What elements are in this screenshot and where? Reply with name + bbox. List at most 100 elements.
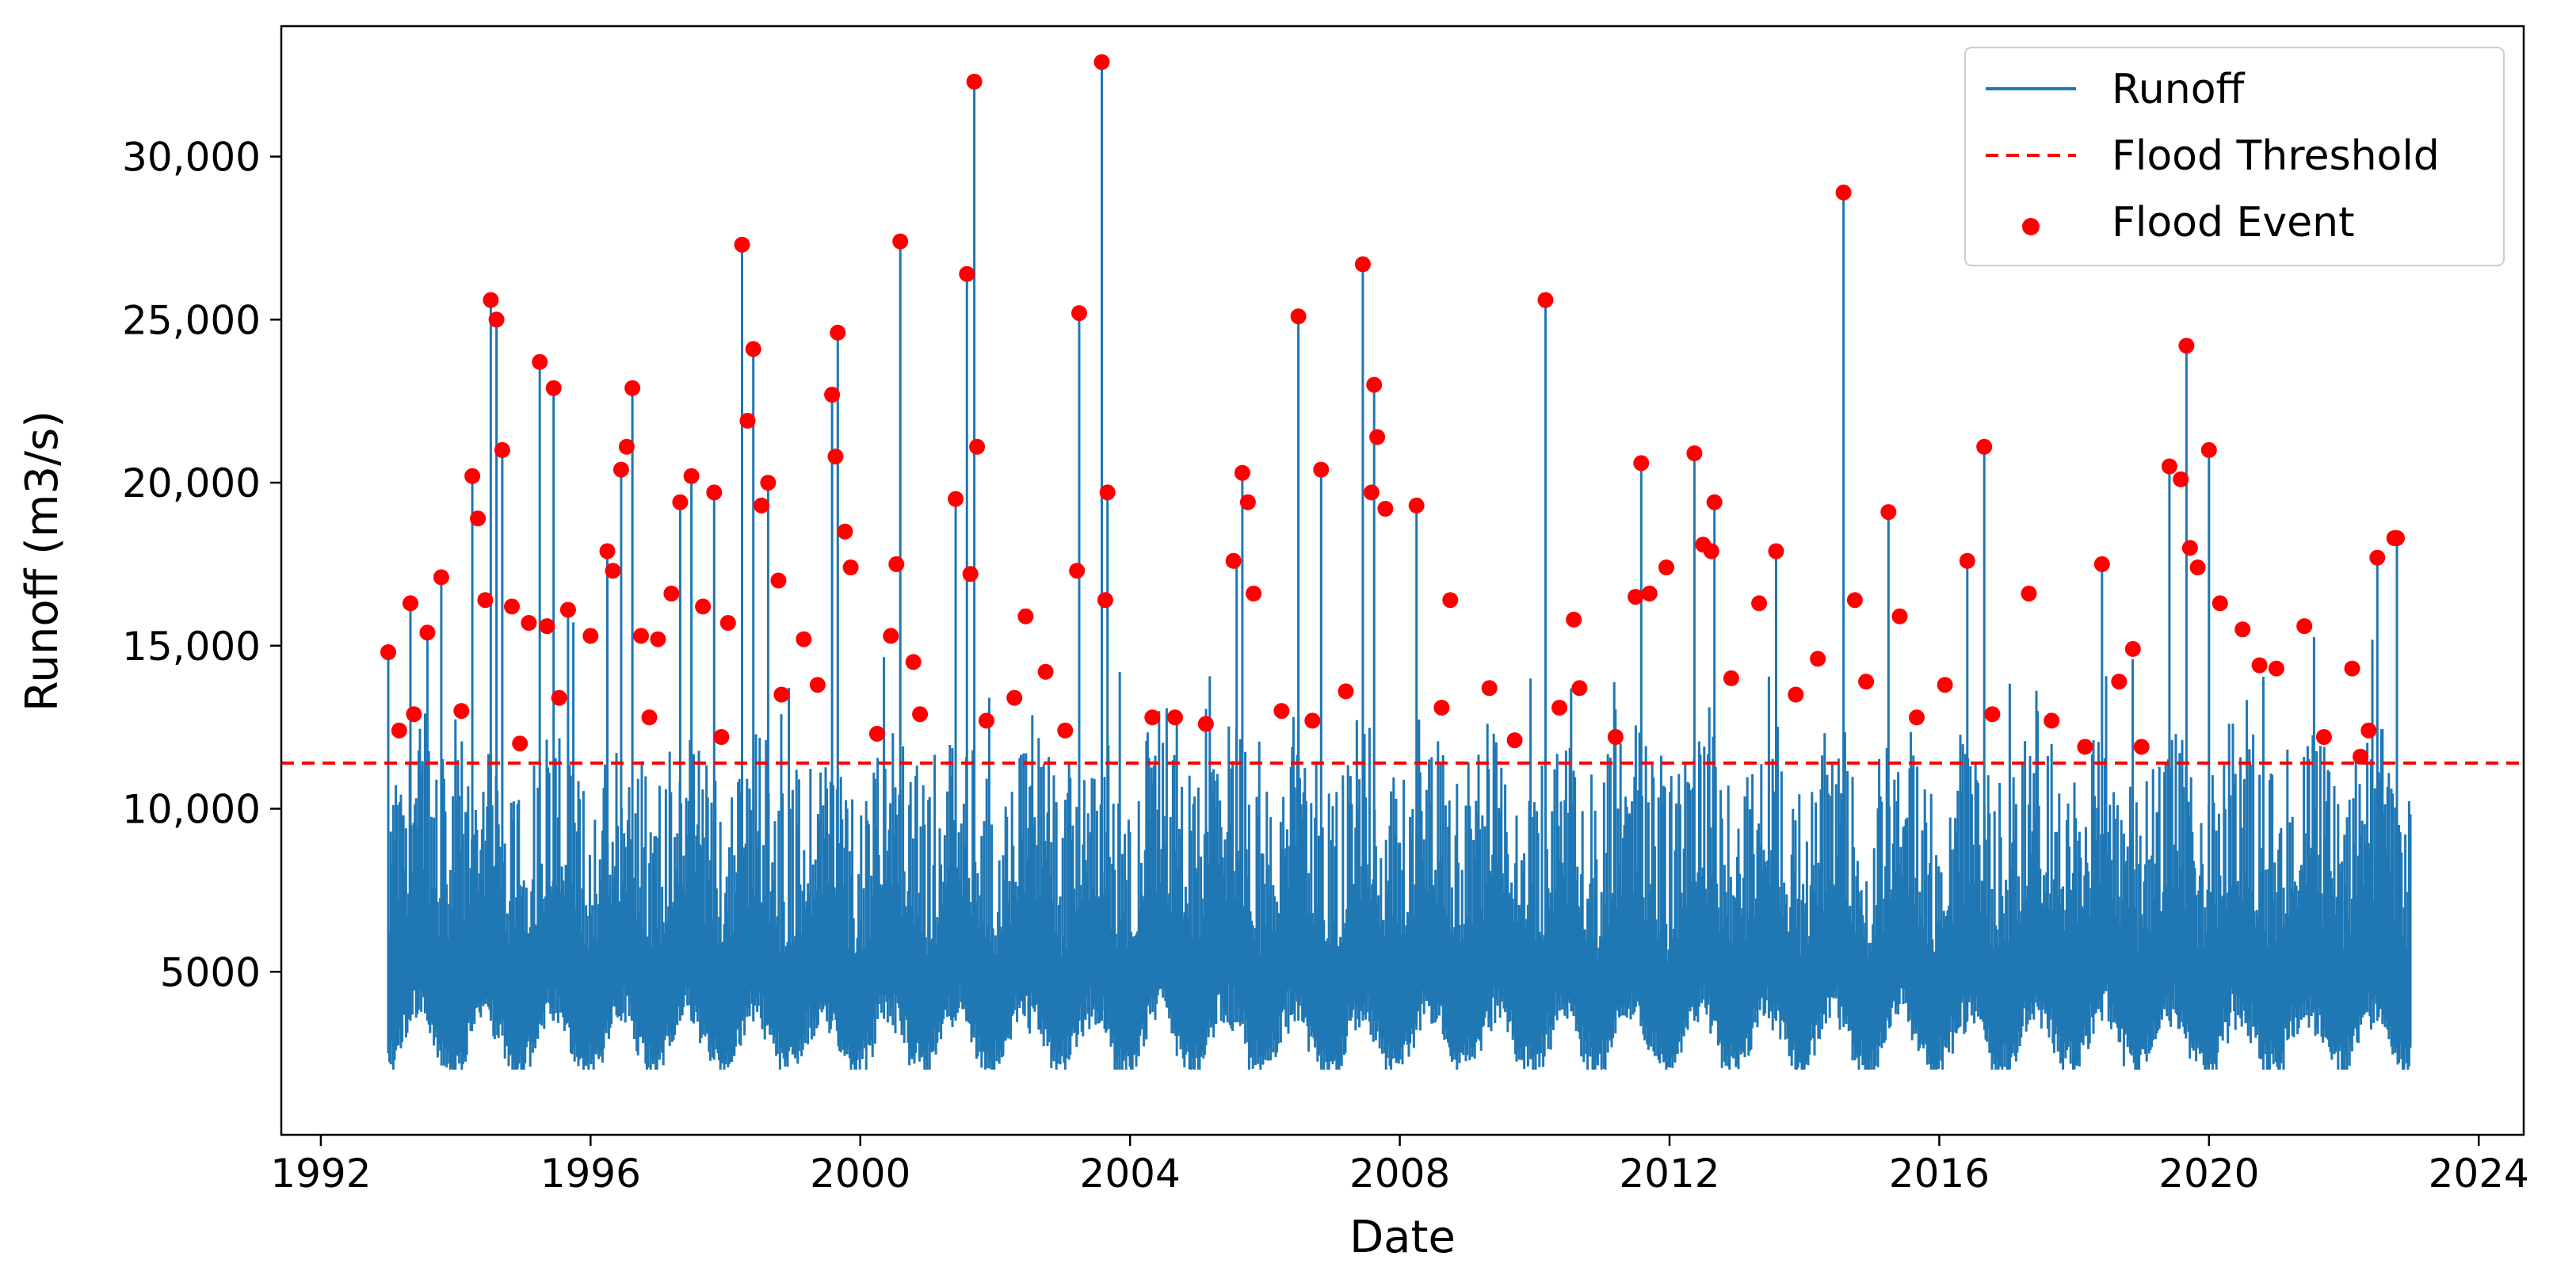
x-axis-title: Date [1349,1212,1456,1263]
flood-event-point [683,468,700,484]
flood-event-point [1234,464,1250,481]
flood-event-point [2181,540,2198,556]
flood-event-point [2353,748,2368,765]
flood-event-point [1144,709,1161,726]
flood-event-point [2344,660,2360,677]
x-tick-label: 1992 [270,1151,371,1197]
flood-event-point [969,438,986,455]
flood-event-point [966,74,983,90]
legend-flood-threshold-label: Flood Threshold [2112,132,2440,180]
flood-event-point [618,438,635,455]
flood-event-point [2093,556,2110,572]
flood-event-point [672,494,689,510]
flood-event-point [827,449,844,465]
flood-event-point [1290,308,1307,325]
flood-event-point [1751,595,1768,612]
flood-event-point [1858,674,1875,690]
flood-event-point [719,615,736,631]
flood-event-point [2133,739,2150,755]
flood-event-point [837,523,853,540]
y-tick-label: 15,000 [122,624,261,670]
flood-event-point [1069,563,1086,579]
x-tick-label: 2024 [2429,1151,2529,1197]
flood-event-point [1408,497,1425,514]
flood-event-point [380,644,396,660]
flood-event-point [2124,640,2141,657]
flood-event-point [754,497,769,514]
flood-event-point [1641,586,1658,601]
flood-event-point [796,631,812,647]
flood-event-point [1706,494,1723,510]
flood-event-point [809,677,826,693]
legend: Runoff Flood Threshold Flood Event [1964,47,2505,266]
flood-event-point [453,703,470,720]
flood-event-point [2021,586,2037,601]
flood-event-point [1703,543,1719,559]
flood-event-point [1377,501,1394,517]
flood-event-point [2251,657,2268,674]
flood-event-point [1057,722,1074,739]
flood-event-point [1835,184,1852,200]
flood-event-point [2360,722,2377,739]
flood-event-point [912,706,929,723]
flood-event-point [1633,455,1650,472]
flood-event-point [633,628,649,644]
flood-event-point [1225,552,1242,569]
flood-event-point [1551,700,1567,716]
x-tick-label: 2008 [1349,1151,1450,1197]
flood-event-point [599,543,616,559]
flood-event-point [1097,592,1113,609]
y-tick-label: 10,000 [122,787,261,833]
flood-event-point [504,598,520,615]
flood-event-point [824,387,841,403]
flood-event-point [2389,530,2405,546]
flood-event-point [605,563,621,579]
flood-event-point [613,461,629,478]
flood-event-point [483,292,499,308]
flood-event-point [713,729,730,745]
x-tick-label: 2012 [1619,1151,1719,1197]
flood-event-point [1354,256,1371,273]
flood-event-point [2212,595,2228,612]
flood-event-point [1304,712,1321,729]
flood-event-point [2296,618,2313,635]
flood-event-point [545,380,562,396]
flood-event-point [650,631,666,647]
flood-event-point [888,556,905,572]
flood-event-point [706,484,723,501]
flood-event-point [1607,729,1624,745]
flood-event-point [1566,611,1582,628]
flood-event-point [1099,484,1116,501]
flood-event-point [2315,729,2332,745]
flood-event-point [1891,608,1908,624]
flood-event-point [1006,689,1023,706]
flood-event-point [1166,709,1183,726]
y-tick-label: 5000 [160,949,261,995]
flood-event-point [2200,441,2217,458]
flood-event-point [641,709,658,726]
legend-box [1964,47,2505,266]
flood-event-point [962,566,979,582]
flood-event-point [1366,376,1383,393]
flood-event-point [1197,716,1214,732]
flood-event-point [2111,674,2128,690]
flood-event-point [2178,338,2195,354]
axes: 1992 1996 2000 2004 2008 2012 2016 2020 2024 5000… [122,25,2529,1197]
flood-event-point [512,735,529,752]
flood-event-point [391,722,407,739]
flood-event-point [488,311,505,328]
flood-event-point [1273,703,1290,720]
legend-flood-event-label: Flood Event [2112,199,2355,246]
legend-runoff-label: Runoff [2112,66,2246,113]
flood-event-point [2369,549,2386,566]
y-tick-label: 20,000 [122,460,261,506]
flood-event-point [477,592,494,609]
flood-event-point [2234,621,2251,638]
flood-event-point [464,468,481,484]
flood-event-point [532,353,548,370]
plot-frame [280,25,2525,1136]
flood-event-point [2173,471,2189,487]
flood-event-point [1071,305,1087,322]
y-tick-label: 25,000 [122,297,261,343]
flood-event-point [663,586,680,601]
